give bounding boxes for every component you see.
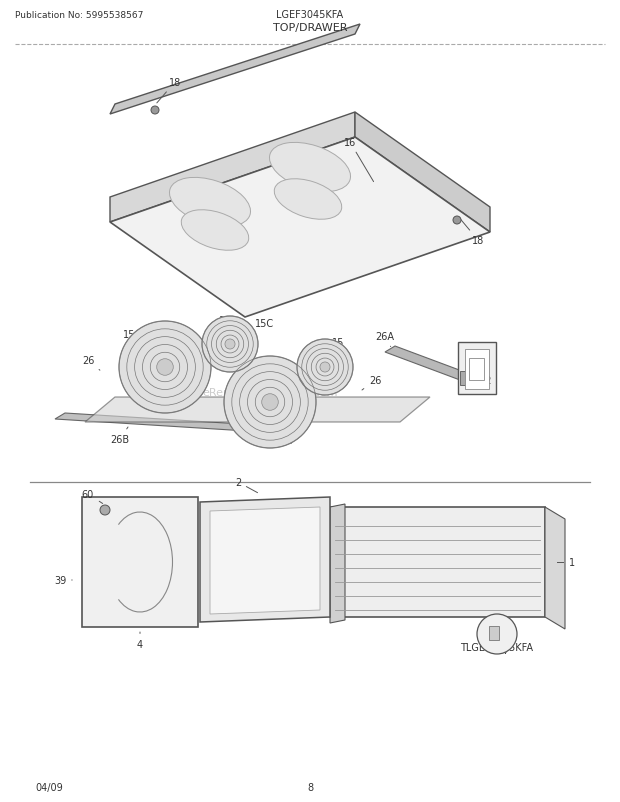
- Text: 7: 7: [502, 645, 508, 655]
- Bar: [458, 342, 496, 395]
- Text: 60: 60: [82, 489, 103, 504]
- Bar: [489, 626, 499, 640]
- Text: 1: 1: [569, 557, 575, 567]
- Circle shape: [224, 357, 316, 448]
- Polygon shape: [355, 113, 490, 233]
- Text: TLGEF3045KFA: TLGEF3045KFA: [460, 642, 533, 652]
- Polygon shape: [55, 414, 305, 435]
- Polygon shape: [85, 398, 430, 423]
- Polygon shape: [385, 346, 470, 380]
- Circle shape: [100, 505, 110, 516]
- Polygon shape: [200, 497, 330, 622]
- Circle shape: [320, 363, 330, 373]
- Text: 16: 16: [344, 138, 374, 182]
- Ellipse shape: [274, 180, 342, 220]
- Ellipse shape: [270, 144, 350, 192]
- Text: 2: 2: [235, 477, 257, 493]
- Circle shape: [225, 339, 235, 350]
- Text: 15B: 15B: [275, 429, 294, 445]
- Polygon shape: [330, 508, 545, 618]
- Circle shape: [151, 107, 159, 115]
- Polygon shape: [110, 25, 360, 115]
- Text: 18: 18: [157, 78, 181, 103]
- Polygon shape: [110, 138, 490, 318]
- Text: 15A: 15A: [123, 330, 146, 346]
- Bar: [469, 358, 484, 380]
- Bar: [465, 350, 489, 390]
- Text: 52: 52: [479, 375, 491, 386]
- Text: 15C: 15C: [252, 318, 275, 336]
- Polygon shape: [110, 113, 355, 223]
- Text: eReplacementParts.com: eReplacementParts.com: [202, 387, 338, 398]
- Polygon shape: [210, 508, 320, 614]
- Circle shape: [262, 395, 278, 411]
- Circle shape: [157, 359, 173, 376]
- Text: 04/09: 04/09: [35, 782, 63, 792]
- Text: 39: 39: [54, 575, 72, 585]
- Circle shape: [453, 217, 461, 225]
- Text: 8: 8: [307, 782, 313, 792]
- Text: Publication No: 5995538567: Publication No: 5995538567: [15, 10, 143, 19]
- Text: 15: 15: [328, 338, 344, 353]
- Circle shape: [202, 317, 258, 373]
- Circle shape: [477, 614, 517, 654]
- Polygon shape: [330, 504, 345, 623]
- Text: 4: 4: [137, 632, 143, 649]
- Circle shape: [297, 339, 353, 395]
- Circle shape: [119, 322, 211, 414]
- Text: 26: 26: [362, 375, 381, 391]
- Text: 26B: 26B: [110, 427, 130, 444]
- Polygon shape: [82, 497, 198, 627]
- Ellipse shape: [181, 210, 249, 251]
- Bar: [460, 371, 482, 386]
- Text: TOP/DRAWER: TOP/DRAWER: [273, 23, 347, 33]
- Text: 18: 18: [459, 218, 484, 245]
- Text: 26A: 26A: [376, 331, 394, 347]
- Polygon shape: [545, 508, 565, 630]
- Text: LGEF3045KFA: LGEF3045KFA: [277, 10, 343, 20]
- Ellipse shape: [169, 178, 250, 227]
- Text: 15: 15: [219, 316, 231, 332]
- Text: 26: 26: [82, 355, 100, 371]
